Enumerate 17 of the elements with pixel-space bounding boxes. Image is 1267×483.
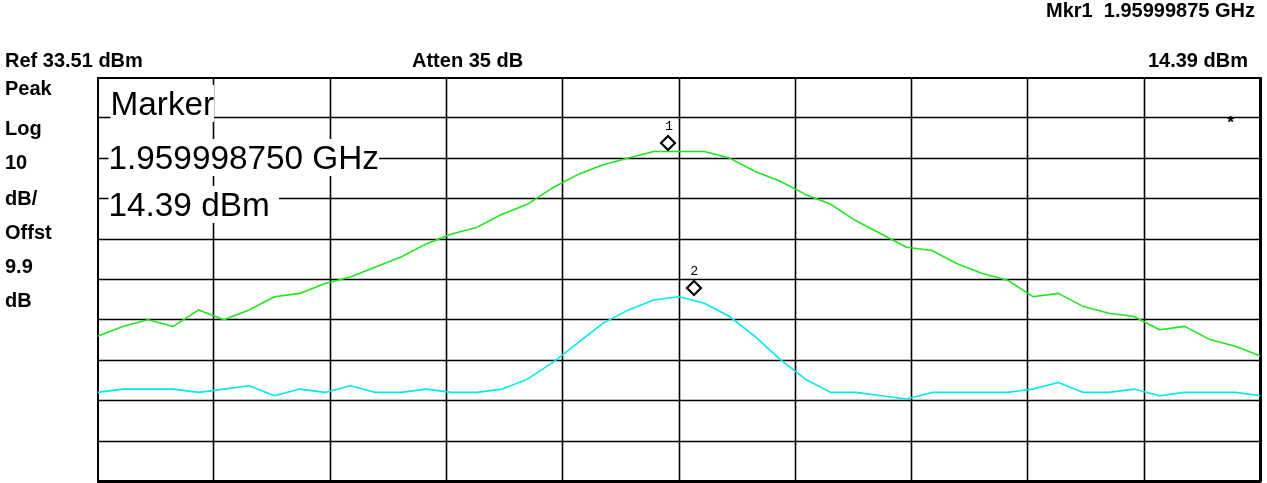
text: 1	[664, 118, 673, 134]
text: 9.9	[5, 255, 33, 277]
text: *	[1227, 111, 1235, 132]
text: 10	[5, 151, 28, 173]
annotation: 1.959998750 GHz	[108, 139, 380, 176]
text: Atten 35 dB	[412, 49, 524, 71]
annotation: 2	[690, 263, 699, 279]
text: Mkr1 1.95999875 GHz	[1045, 0, 1255, 21]
text: dB	[5, 289, 32, 311]
text: Ref 33.51 dBm	[5, 49, 143, 71]
annotation: 14.39 dBm	[108, 186, 270, 223]
text: Marker	[110, 85, 215, 122]
text: Log	[5, 117, 42, 139]
text: Peak	[5, 77, 52, 99]
text: Offst	[5, 221, 52, 243]
text: 14.39 dBm	[1147, 49, 1248, 71]
text: dB/	[5, 187, 38, 209]
